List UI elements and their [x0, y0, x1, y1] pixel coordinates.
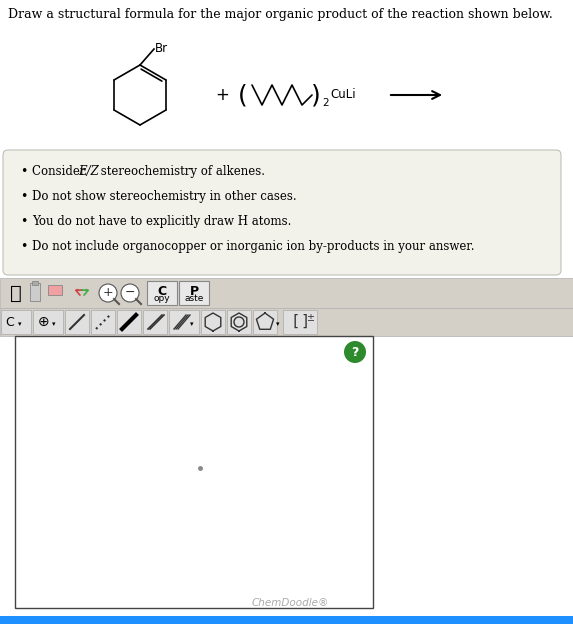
Text: [: [	[291, 313, 300, 328]
Text: ): )	[311, 83, 321, 107]
Bar	[48, 285, 62, 295]
Bar	[0, 616, 573, 624]
FancyBboxPatch shape	[227, 310, 251, 334]
Text: C: C	[6, 316, 14, 328]
Text: Draw a structural formula for the major organic product of the reaction shown be: Draw a structural formula for the major …	[8, 8, 553, 21]
Text: P: P	[190, 285, 199, 298]
FancyBboxPatch shape	[143, 310, 167, 334]
FancyBboxPatch shape	[283, 310, 317, 334]
Text: ▾: ▾	[18, 321, 22, 327]
Text: ChemDoodle®: ChemDoodle®	[252, 598, 329, 608]
Text: stereochemistry of alkenes.: stereochemistry of alkenes.	[97, 165, 265, 178]
Text: 2: 2	[322, 98, 329, 108]
Bar	[0, 278, 573, 308]
FancyBboxPatch shape	[169, 310, 199, 334]
Text: Consider: Consider	[32, 165, 89, 178]
Text: •: •	[20, 215, 28, 228]
Text: ⊕: ⊕	[38, 315, 50, 329]
Text: •: •	[20, 190, 28, 203]
FancyBboxPatch shape	[147, 281, 177, 305]
Circle shape	[99, 284, 117, 302]
FancyBboxPatch shape	[65, 310, 89, 334]
FancyBboxPatch shape	[91, 310, 115, 334]
FancyBboxPatch shape	[117, 310, 141, 334]
Bar	[0, 308, 573, 336]
Text: −: −	[125, 286, 135, 298]
Text: E/Z: E/Z	[78, 165, 99, 178]
Bar	[30, 283, 40, 301]
Text: Do not show stereochemistry in other cases.: Do not show stereochemistry in other cas…	[32, 190, 297, 203]
FancyBboxPatch shape	[253, 310, 277, 334]
Bar	[15, 336, 373, 608]
Text: ]: ]	[300, 313, 309, 328]
FancyBboxPatch shape	[179, 281, 209, 305]
Text: ?: ?	[351, 346, 359, 359]
Text: •: •	[20, 165, 28, 178]
Text: ▾: ▾	[190, 321, 194, 327]
Circle shape	[344, 341, 366, 363]
Text: ▾: ▾	[52, 321, 56, 327]
Text: ✋: ✋	[10, 283, 22, 303]
Text: opy: opy	[154, 294, 170, 303]
Text: (: (	[238, 83, 248, 107]
Bar	[32, 281, 38, 285]
Text: ±: ±	[306, 313, 314, 323]
Text: Br: Br	[155, 42, 168, 54]
Text: ▾: ▾	[276, 321, 280, 327]
Text: CuLi: CuLi	[330, 89, 356, 102]
FancyBboxPatch shape	[201, 310, 225, 334]
FancyBboxPatch shape	[1, 310, 31, 334]
Text: You do not have to explicitly draw H atoms.: You do not have to explicitly draw H ato…	[32, 215, 292, 228]
FancyBboxPatch shape	[3, 150, 561, 275]
FancyBboxPatch shape	[33, 310, 63, 334]
Text: +: +	[215, 86, 229, 104]
Text: +: +	[103, 286, 113, 298]
Text: •: •	[20, 240, 28, 253]
Text: aste: aste	[185, 294, 203, 303]
Circle shape	[121, 284, 139, 302]
Text: C: C	[158, 285, 167, 298]
Text: Do not include organocopper or inorganic ion by-products in your answer.: Do not include organocopper or inorganic…	[32, 240, 474, 253]
